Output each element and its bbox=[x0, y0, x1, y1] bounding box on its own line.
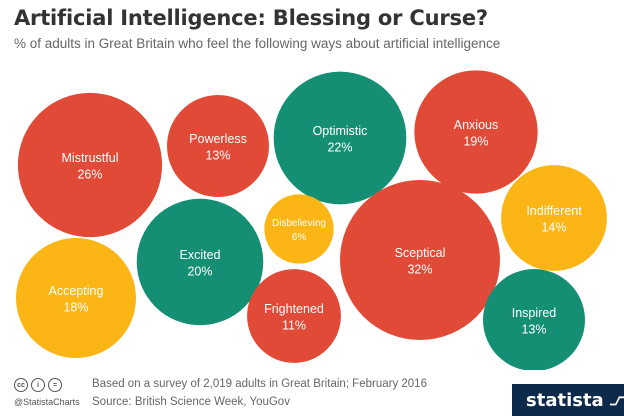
bubble-excited: Excited 20% bbox=[136, 198, 264, 326]
bubble-accepting: Accepting 18% bbox=[16, 238, 136, 358]
chart-subtitle: % of adults in Great Britain who feel th… bbox=[14, 36, 501, 51]
bubble-circle-accepting bbox=[16, 238, 136, 358]
social-handle: @StatistaCharts bbox=[14, 397, 80, 407]
logo-text: statista bbox=[526, 389, 604, 411]
bubble-circle-anxious bbox=[414, 70, 538, 194]
source-note: Source: British Science Week, YouGov bbox=[92, 396, 290, 408]
statista-logo[interactable]: statista bbox=[512, 384, 624, 416]
bubble-label-mistrustful: Mistrustful bbox=[62, 151, 119, 165]
bubble-label-excited: Excited bbox=[180, 248, 221, 262]
bubble-circle-sceptical bbox=[340, 180, 500, 340]
bubble-value-inspired: 13% bbox=[521, 323, 546, 337]
bubble-disbelieving: Disbelieving 6% bbox=[264, 194, 334, 264]
bubble-circle-powerless bbox=[167, 95, 269, 197]
chart-title: Artificial Intelligence: Blessing or Cur… bbox=[14, 6, 488, 30]
bubble-chart: Mistrustful 26% Powerless 13% Optimistic 22% A… bbox=[16, 70, 607, 370]
bubble-label-anxious: Anxious bbox=[454, 118, 498, 132]
footer: cc i = @StatistaCharts Based on a survey… bbox=[0, 370, 624, 416]
bubble-circle-optimistic bbox=[273, 71, 407, 205]
bubble-value-sceptical: 32% bbox=[407, 263, 432, 277]
bubble-label-optimistic: Optimistic bbox=[313, 124, 368, 138]
bubble-label-sceptical: Sceptical bbox=[395, 246, 446, 260]
bubble-circle-indifferent bbox=[501, 165, 607, 271]
bubble-label-powerless: Powerless bbox=[189, 132, 247, 146]
bubble-value-optimistic: 22% bbox=[327, 141, 352, 155]
bubble-circle-excited bbox=[136, 198, 264, 326]
bubble-label-frightened: Frightened bbox=[264, 302, 324, 316]
bubble-circle-inspired bbox=[483, 269, 585, 370]
bubble-mistrustful: Mistrustful 26% bbox=[17, 92, 163, 238]
bubble-circle-disbelieving bbox=[264, 194, 334, 264]
bubble-anxious: Anxious 19% bbox=[414, 70, 538, 194]
bubble-value-excited: 20% bbox=[187, 265, 212, 279]
survey-note: Based on a survey of 2,019 adults in Gre… bbox=[92, 378, 427, 390]
bubble-inspired: Inspired 13% bbox=[483, 269, 585, 370]
bubble-value-indifferent: 14% bbox=[541, 221, 566, 235]
bubble-value-accepting: 18% bbox=[63, 301, 88, 315]
bubble-optimistic: Optimistic 22% bbox=[273, 71, 407, 205]
bubble-frightened: Frightened 11% bbox=[247, 269, 341, 363]
bubble-value-mistrustful: 26% bbox=[77, 168, 102, 182]
bubble-label-indifferent: Indifferent bbox=[526, 204, 582, 218]
cc-icon: cc bbox=[14, 378, 28, 392]
bubble-circle-frightened bbox=[247, 269, 341, 363]
equals-icon: = bbox=[48, 378, 62, 392]
bubble-circle-mistrustful bbox=[17, 92, 163, 238]
bubble-powerless: Powerless 13% bbox=[167, 95, 269, 197]
bubble-indifferent: Indifferent 14% bbox=[501, 165, 607, 271]
license-icons: cc i = bbox=[14, 378, 62, 392]
person-icon: i bbox=[31, 378, 45, 392]
bubble-sceptical: Sceptical 32% bbox=[340, 180, 500, 340]
bubble-value-powerless: 13% bbox=[205, 149, 230, 163]
bubble-label-inspired: Inspired bbox=[512, 306, 557, 320]
bubble-value-frightened: 11% bbox=[282, 319, 306, 333]
bubble-value-anxious: 19% bbox=[463, 135, 488, 149]
bubble-label-accepting: Accepting bbox=[49, 284, 104, 298]
logo-mark-icon bbox=[609, 396, 624, 406]
bubble-label-disbelieving: Disbelieving bbox=[272, 218, 326, 229]
bubble-value-disbelieving: 6% bbox=[292, 232, 307, 243]
